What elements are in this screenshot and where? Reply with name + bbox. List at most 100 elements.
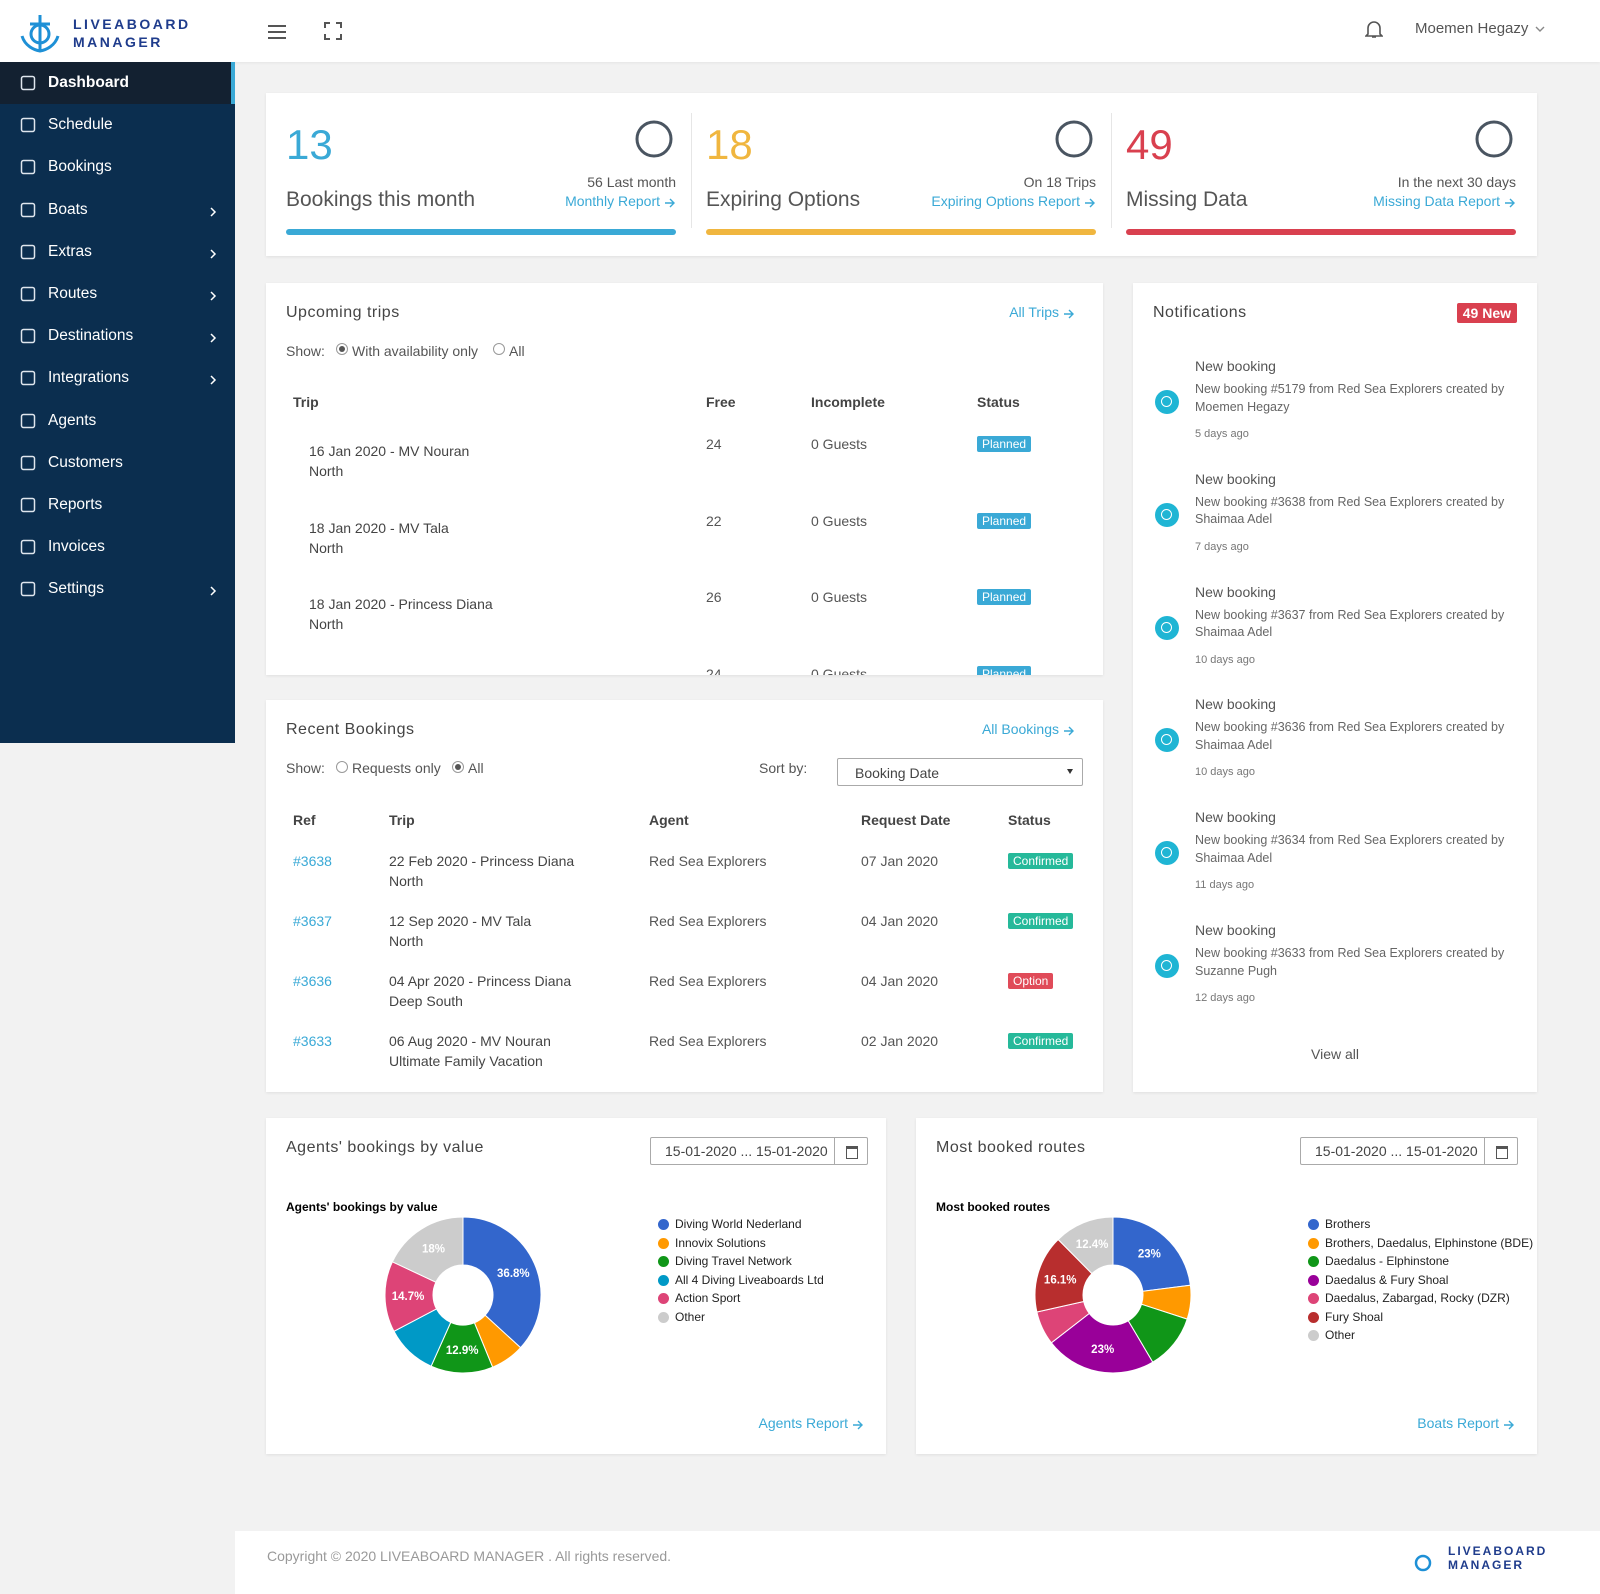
fullscreen-toggle[interactable] bbox=[324, 22, 342, 40]
link[interactable]: Monthly Report bbox=[565, 193, 676, 209]
link-text[interactable]: Boats Report bbox=[1417, 1415, 1499, 1431]
notification[interactable]: New booking New booking #3634 from Red Se… bbox=[1133, 796, 1537, 908]
notification-title[interactable]: New booking bbox=[1195, 922, 1276, 938]
date-range[interactable]: 15-01-2020 ... 15-01-2020 bbox=[1315, 1143, 1478, 1159]
notification-text[interactable]: New booking #3637 from Red Sea Explorers… bbox=[1195, 607, 1505, 640]
link-text[interactable]: Expiring Options Report bbox=[931, 193, 1080, 209]
nav-item[interactable]: Settings bbox=[0, 568, 235, 610]
link[interactable]: All Bookings bbox=[982, 721, 1075, 737]
nav-label[interactable]: Reports bbox=[48, 496, 103, 513]
notification-title[interactable]: New booking bbox=[1195, 809, 1276, 826]
legend-label: Fury Shoal bbox=[1325, 1309, 1384, 1324]
nav-item[interactable]: Invoices bbox=[0, 526, 235, 568]
notification-text[interactable]: New booking #5179 from Red Sea Explorers… bbox=[1195, 382, 1505, 414]
user-name[interactable]: Moemen Hegazy bbox=[1415, 20, 1529, 37]
booking-ref[interactable]: #3633 bbox=[293, 1033, 332, 1049]
link[interactable]: All Trips bbox=[1009, 304, 1075, 320]
nav-item[interactable]: Customers bbox=[0, 442, 235, 484]
sort-select[interactable]: Booking Date bbox=[837, 758, 1083, 786]
sort-value[interactable]: Booking Date bbox=[855, 765, 940, 781]
link[interactable]: Expiring Options Report bbox=[931, 193, 1096, 209]
nav-item[interactable]: Bookings bbox=[0, 146, 235, 188]
radio[interactable] bbox=[336, 343, 348, 355]
nav-label[interactable]: Customers bbox=[48, 453, 123, 471]
nav-item[interactable]: Destinations bbox=[0, 315, 235, 357]
nav-item[interactable]: Agents bbox=[0, 400, 235, 442]
radio-label[interactable]: Requests only bbox=[352, 760, 441, 776]
notification[interactable]: New booking New booking #3636 from Red Se… bbox=[1133, 683, 1537, 795]
user-caret[interactable] bbox=[1535, 26, 1545, 34]
nav-item[interactable]: Dashboard bbox=[0, 62, 235, 104]
booking-ref[interactable]: #3637 bbox=[293, 913, 332, 929]
info-icon-ring bbox=[1161, 621, 1172, 633]
footer-brand2: MANAGER bbox=[1448, 1558, 1524, 1572]
notifications-bell[interactable] bbox=[1365, 19, 1383, 39]
link-text[interactable]: Monthly Report bbox=[565, 193, 660, 209]
legend-swatch bbox=[658, 1274, 669, 1286]
date-range[interactable]: 15-01-2020 ... 15-01-2020 bbox=[665, 1143, 828, 1159]
nav-item[interactable]: Reports bbox=[0, 484, 235, 526]
notification-text[interactable]: New booking #3634 from Red Sea Explorers… bbox=[1195, 833, 1505, 865]
notification[interactable]: New booking New booking #3633 from Red Se… bbox=[1133, 909, 1537, 1021]
notification[interactable]: New booking New booking #3637 from Red Se… bbox=[1133, 571, 1537, 683]
nav-label[interactable]: Schedule bbox=[48, 116, 113, 134]
logo bbox=[20, 15, 60, 53]
radio-label[interactable]: With availability only bbox=[352, 343, 479, 359]
legend-label: Brothers bbox=[1325, 1217, 1371, 1231]
view-all[interactable]: View all bbox=[1311, 1046, 1359, 1062]
nav-item[interactable]: Boats bbox=[0, 189, 235, 231]
notification[interactable]: New booking New booking #5179 from Red Se… bbox=[1133, 345, 1537, 457]
legend-label: Daedalus, Zabargad, Rocky (DZR) bbox=[1325, 1291, 1510, 1305]
notification-title[interactable]: New booking bbox=[1195, 696, 1276, 713]
nav-label[interactable]: Boats bbox=[48, 200, 88, 218]
trip-name[interactable]: 18 Jan 2020 - MV Tala bbox=[309, 519, 449, 536]
nav-label[interactable]: Agents bbox=[48, 411, 97, 429]
link[interactable]: Missing Data Report bbox=[1373, 193, 1516, 209]
nav-item[interactable]: Schedule bbox=[0, 104, 235, 146]
notification-title[interactable]: New booking bbox=[1195, 358, 1276, 374]
notification-text[interactable]: New booking #3633 from Red Sea Explorers… bbox=[1195, 946, 1505, 978]
radio-label[interactable]: All bbox=[468, 760, 484, 776]
nav-item[interactable]: Extras bbox=[0, 231, 235, 273]
nav-label[interactable]: Bookings bbox=[48, 158, 112, 176]
arrow-icon bbox=[1064, 309, 1074, 319]
notification-title[interactable]: New booking bbox=[1195, 583, 1276, 600]
nav-label[interactable]: Destinations bbox=[48, 327, 134, 345]
date-range-picker[interactable]: 15-01-2020 ... 15-01-2020 bbox=[650, 1137, 868, 1165]
booking-ref[interactable]: #3636 bbox=[293, 973, 332, 989]
nav-item[interactable]: Routes bbox=[0, 273, 235, 315]
notification-text[interactable]: New booking #3638 from Red Sea Explorers… bbox=[1195, 494, 1505, 527]
radio[interactable] bbox=[452, 761, 464, 773]
link[interactable]: Boats Report bbox=[1417, 1415, 1515, 1431]
trip-name[interactable]: 18 Jan 2020 - Princess Diana bbox=[309, 596, 493, 612]
nav-label[interactable]: Dashboard bbox=[48, 74, 129, 91]
date-range-picker[interactable]: 15-01-2020 ... 15-01-2020 bbox=[1300, 1137, 1518, 1165]
radio[interactable] bbox=[336, 761, 348, 773]
arrow bbox=[1505, 198, 1515, 208]
link[interactable]: Agents Report bbox=[759, 1415, 865, 1431]
arrow-icon bbox=[1085, 198, 1095, 208]
trip-name[interactable]: 16 Jan 2020 - MV Nouran bbox=[309, 443, 470, 459]
nav-label[interactable]: Settings bbox=[48, 580, 105, 598]
notification-title[interactable]: New booking bbox=[1195, 470, 1276, 487]
link-text[interactable]: All Trips bbox=[1009, 304, 1059, 320]
radio[interactable] bbox=[493, 343, 505, 355]
nav-icon bbox=[20, 160, 36, 175]
notification-text[interactable]: New booking #3636 from Red Sea Explorers… bbox=[1195, 720, 1505, 752]
nav-icon bbox=[20, 582, 36, 597]
booking-ref[interactable]: #3638 bbox=[293, 853, 332, 869]
column-header: Status bbox=[1008, 812, 1051, 828]
nav-item[interactable]: Integrations bbox=[0, 357, 235, 399]
request-date: 07 Jan 2020 bbox=[861, 853, 939, 869]
menu-toggle[interactable] bbox=[268, 24, 288, 40]
link-text[interactable]: All Bookings bbox=[981, 721, 1059, 737]
select-caret bbox=[1067, 769, 1073, 774]
notification[interactable]: New booking New booking #3638 from Red Se… bbox=[1133, 458, 1537, 570]
nav-label[interactable]: Extras bbox=[48, 242, 92, 260]
link-text[interactable]: Agents Report bbox=[758, 1415, 849, 1431]
nav-label[interactable]: Routes bbox=[48, 285, 98, 302]
nav-label[interactable]: Integrations bbox=[48, 369, 129, 387]
link-text[interactable]: Missing Data Report bbox=[1373, 193, 1500, 209]
radio-label[interactable]: All bbox=[509, 343, 525, 359]
nav-label[interactable]: Invoices bbox=[48, 538, 105, 556]
